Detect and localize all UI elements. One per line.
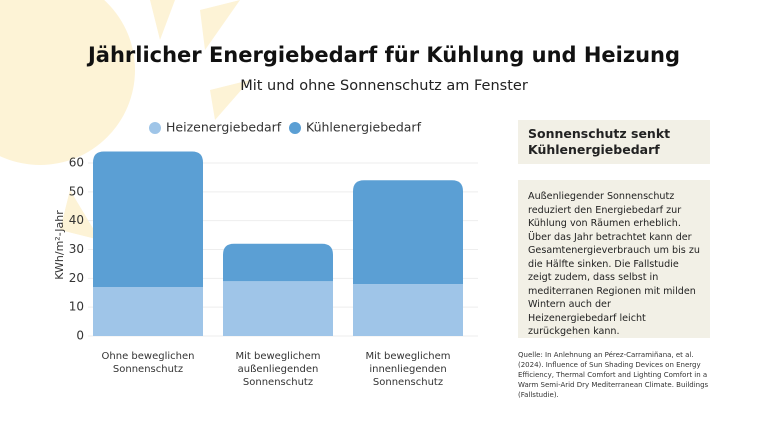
bar-segment <box>93 151 203 287</box>
panel-heading: Sonnenschutz senkt Kühlenergiebedarf <box>518 120 710 164</box>
bar-segment <box>353 284 463 336</box>
y-tick-label: 0 <box>76 329 84 343</box>
chart-subtitle: Mit und ohne Sonnenschutz am Fenster <box>240 78 528 94</box>
legend-label: Kühlenergiebedarf <box>306 120 422 135</box>
x-tick-label: Ohne beweglichen Sonnenschutz <box>102 351 195 375</box>
bar-segment <box>93 286 203 336</box>
legend-swatch <box>149 122 161 134</box>
y-tick-label: 10 <box>69 300 84 314</box>
y-axis-label: KWh/m²-Jahr <box>53 210 66 280</box>
y-tick-label: 30 <box>69 242 84 256</box>
source: Quelle: In Anlehnung an Pérez-Carramiñan… <box>518 351 709 399</box>
chart-title: Jährlicher Energiebedarf für Kühlung und… <box>86 43 680 67</box>
x-tick-label: Mit beweglichem außenliegenden Sonnenschut… <box>236 351 321 388</box>
y-tick-label: 40 <box>69 213 84 227</box>
y-tick-label: 50 <box>69 184 84 198</box>
bar-segment <box>353 180 463 285</box>
legend-label: Heizenergiebedarf <box>166 120 282 135</box>
bar-segment <box>223 281 333 336</box>
y-tick-label: 20 <box>69 271 84 285</box>
y-tick-label: 60 <box>69 156 84 170</box>
bar-segment <box>223 243 333 282</box>
x-tick-label: Mit beweglichem innenliegenden Sonnenschut… <box>366 351 451 388</box>
panel-body: Außenliegender Sonnenschutz reduziert de… <box>518 180 710 338</box>
legend-swatch <box>289 122 301 134</box>
